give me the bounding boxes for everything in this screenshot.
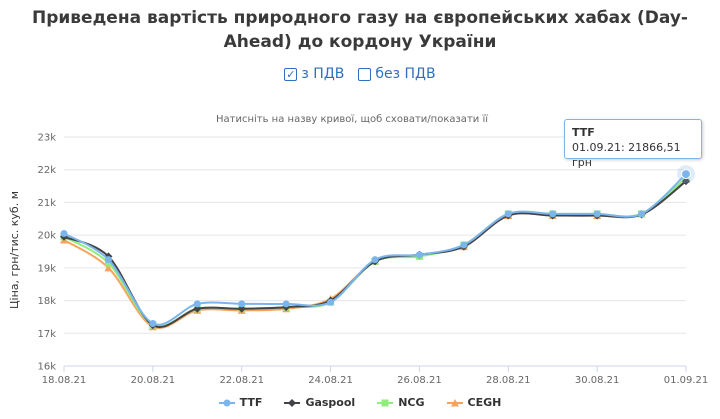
legend-item-gaspool[interactable]: Gaspool	[284, 396, 355, 409]
data-point	[638, 210, 646, 218]
data-point	[238, 300, 246, 308]
with-vat-checkbox[interactable]: ✓	[284, 67, 298, 81]
legend-symbol-icon	[446, 398, 463, 406]
checkmark-icon: ✓	[286, 67, 296, 81]
hover-point	[681, 169, 691, 180]
x-tick-label: 01.09.21	[664, 375, 709, 386]
data-point	[593, 210, 601, 218]
with-vat-option[interactable]: ✓ з ПДВ	[284, 66, 344, 82]
series-layer	[60, 165, 695, 331]
series-line	[63, 177, 687, 328]
legend-item-ncg[interactable]: NCG	[377, 396, 425, 409]
series-ncg	[60, 174, 690, 329]
x-tick-label: 20.08.21	[131, 375, 176, 386]
legend-label: CEGH	[467, 396, 502, 409]
data-point	[193, 304, 202, 313]
x-tick-label: 28.08.21	[486, 375, 531, 386]
data-point	[450, 398, 459, 406]
x-tick-label: 24.08.21	[308, 375, 353, 386]
data-point	[288, 398, 297, 407]
data-point	[504, 210, 512, 218]
y-tick-label: 16k	[37, 362, 56, 373]
series-line	[63, 180, 687, 328]
y-tick-label: 17k	[37, 329, 56, 340]
chart-title: Приведена вартість природного газу на єв…	[31, 8, 688, 52]
series-gaspool	[60, 177, 690, 330]
series-line	[63, 173, 687, 326]
legend-symbol-icon	[377, 399, 394, 406]
data-point	[223, 399, 231, 406]
x-tick-label: 18.08.21	[42, 375, 87, 386]
tooltip-series: TTF	[572, 126, 595, 139]
data-point	[282, 300, 290, 308]
tooltip-text: 01.09.21: 21866,51 грн	[572, 141, 681, 169]
y-axis-label: Ціна, грн/тис. куб. м	[8, 191, 21, 309]
x-tick-label: 26.08.21	[397, 375, 442, 386]
without-vat-option[interactable]: без ПДВ	[358, 66, 436, 82]
y-tick-label: 18k	[37, 296, 56, 307]
chart-subtitle: Натисніть на назву кривої, щоб сховати/п…	[216, 113, 488, 125]
with-vat-label: з ПДВ	[301, 66, 345, 82]
legend-label: Gaspool	[305, 396, 356, 409]
y-tick-label: 21k	[37, 198, 56, 209]
legend-label: NCG	[398, 396, 425, 409]
data-point	[193, 300, 201, 308]
data-point	[327, 298, 335, 306]
data-point	[104, 263, 113, 272]
legend-label: TTF	[239, 396, 263, 409]
data-point	[237, 304, 246, 313]
data-point	[60, 230, 68, 238]
data-point	[371, 256, 379, 264]
legend-symbol-icon	[284, 398, 301, 407]
series-line	[63, 178, 687, 330]
tooltip: TTF 01.09.21: 21866,51 грн	[564, 119, 702, 169]
vat-toggle: ✓ з ПДВ без ПДВ	[0, 66, 720, 82]
legend: TTF Gaspool NCG CEGH	[0, 396, 720, 409]
legend-symbol-icon	[218, 399, 235, 406]
grid-lines	[64, 136, 686, 367]
legend-item-ttf[interactable]: TTF	[218, 396, 263, 409]
data-point	[549, 210, 557, 218]
data-point	[415, 251, 423, 259]
x-tick-label: 30.08.21	[575, 375, 620, 386]
data-point	[682, 177, 690, 186]
data-point	[381, 399, 389, 406]
y-tick-label: 23k	[37, 133, 56, 144]
data-point	[104, 256, 112, 264]
without-vat-label: без ПДВ	[375, 66, 436, 82]
series-ttf	[60, 170, 690, 327]
series-cegh	[60, 175, 690, 331]
data-point	[460, 241, 468, 249]
y-axis: 16k 17k 18k 19k 20k 21k 22k 23k	[37, 133, 56, 373]
x-axis: 18.08.21 20.08.21 22.08.21 24.08.21 26.08.21…	[42, 365, 709, 386]
y-tick-label: 19k	[37, 263, 56, 274]
legend-item-cegh[interactable]: CEGH	[446, 396, 502, 409]
x-tick-label: 22.08.21	[219, 375, 264, 386]
y-tick-label: 20k	[37, 231, 56, 242]
y-tick-label: 22k	[37, 165, 56, 176]
data-point	[149, 319, 157, 327]
without-vat-checkbox[interactable]	[358, 67, 372, 81]
